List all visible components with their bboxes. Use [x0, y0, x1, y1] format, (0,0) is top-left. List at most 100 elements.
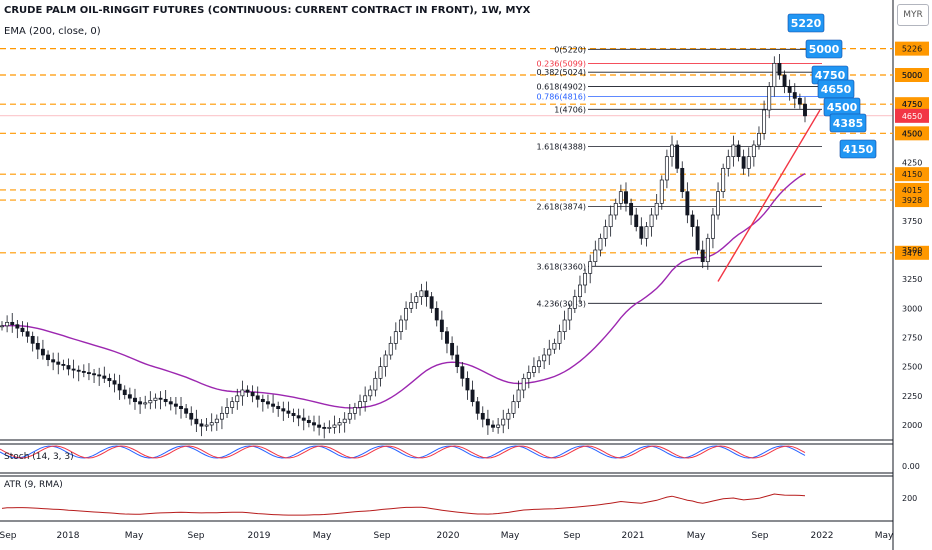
candle-body[interactable]: [537, 360, 541, 368]
atr-line[interactable]: [1, 493, 806, 516]
candle-body[interactable]: [680, 167, 685, 193]
candle-body[interactable]: [117, 383, 122, 391]
candle-body[interactable]: [107, 377, 112, 382]
candle-body[interactable]: [102, 375, 107, 379]
candle-body[interactable]: [593, 249, 598, 263]
candle-body[interactable]: [547, 348, 552, 356]
candle-body[interactable]: [358, 401, 362, 408]
candle-body[interactable]: [414, 296, 419, 303]
candle-body[interactable]: [332, 424, 337, 428]
ema-path[interactable]: [1, 172, 806, 409]
candle-body[interactable]: [629, 202, 634, 216]
candle-body[interactable]: [363, 395, 368, 403]
candle-body[interactable]: [271, 403, 276, 407]
candle-body[interactable]: [644, 226, 649, 239]
candle-body[interactable]: [56, 361, 61, 365]
candle-body[interactable]: [245, 389, 250, 393]
candle-body[interactable]: [700, 249, 705, 263]
candle-body[interactable]: [649, 214, 654, 228]
trend-line-path[interactable]: [717, 109, 821, 282]
currency-button[interactable]: MYR: [897, 4, 929, 26]
candle-body[interactable]: [695, 226, 700, 251]
candle-body[interactable]: [572, 296, 577, 309]
candle-body[interactable]: [291, 412, 296, 417]
candle-body[interactable]: [634, 214, 639, 228]
candle-body[interactable]: [501, 418, 506, 426]
candle-body[interactable]: [639, 226, 644, 239]
candle-body[interactable]: [189, 412, 194, 420]
ema-line[interactable]: [1, 172, 806, 409]
candle-body[interactable]: [10, 321, 15, 326]
candle-body[interactable]: [209, 422, 214, 426]
candles[interactable]: [0, 54, 807, 439]
candle-body[interactable]: [506, 412, 511, 420]
candle-body[interactable]: [782, 74, 787, 88]
candle-body[interactable]: [276, 405, 281, 410]
candle-body[interactable]: [772, 62, 777, 88]
candle-body[interactable]: [153, 397, 158, 401]
candle-body[interactable]: [767, 86, 772, 111]
candle-body[interactable]: [562, 319, 567, 333]
candle-body[interactable]: [787, 86, 792, 93]
candle-body[interactable]: [613, 202, 618, 216]
candle-body[interactable]: [470, 389, 475, 403]
candle-body[interactable]: [803, 103, 807, 117]
candle-body[interactable]: [777, 62, 782, 76]
candle-body[interactable]: [317, 424, 322, 428]
candle-body[interactable]: [736, 144, 741, 158]
stoch-d-line[interactable]: [0, 445, 806, 459]
stoch-pane[interactable]: [0, 445, 806, 459]
fibonacci-levels[interactable]: 0(5220) 0.236(5099)0.382(5024) 0.618(4902)…: [536, 45, 822, 308]
candle-body[interactable]: [35, 342, 40, 350]
candle-body[interactable]: [465, 377, 470, 391]
candle-body[interactable]: [685, 191, 690, 216]
candle-body[interactable]: [705, 237, 710, 263]
candle-body[interactable]: [439, 319, 444, 333]
candle-body[interactable]: [51, 359, 56, 363]
candle-body[interactable]: [603, 226, 608, 239]
candle-body[interactable]: [184, 408, 189, 414]
candle-body[interactable]: [337, 422, 342, 426]
candle-body[interactable]: [664, 156, 669, 181]
candle-body[interactable]: [526, 372, 531, 379]
candle-body[interactable]: [347, 412, 352, 420]
candle-body[interactable]: [15, 324, 20, 329]
candle-body[interactable]: [286, 410, 291, 414]
candle-body[interactable]: [281, 408, 286, 412]
candle-body[interactable]: [608, 214, 613, 228]
candle-body[interactable]: [368, 389, 373, 397]
candle-body[interactable]: [5, 321, 10, 327]
candle-body[interactable]: [762, 109, 767, 134]
candle-body[interactable]: [199, 423, 204, 427]
candle-body[interactable]: [342, 418, 347, 424]
candle-body[interactable]: [86, 372, 91, 375]
candle-body[interactable]: [455, 354, 460, 368]
atr-pane[interactable]: [1, 493, 806, 516]
stoch-k-line[interactable]: [0, 445, 806, 459]
candle-body[interactable]: [92, 373, 97, 376]
candle-body[interactable]: [127, 394, 132, 399]
candle-body[interactable]: [378, 366, 383, 379]
candle-body[interactable]: [731, 144, 736, 158]
candle-body[interactable]: [751, 144, 756, 158]
candle-body[interactable]: [148, 400, 153, 404]
candle-body[interactable]: [491, 424, 495, 428]
trend-line[interactable]: [717, 109, 821, 282]
candle-body[interactable]: [690, 214, 695, 228]
candle-body[interactable]: [521, 377, 526, 391]
candle-body[interactable]: [516, 389, 521, 403]
candle-body[interactable]: [138, 401, 143, 405]
candle-body[interactable]: [66, 365, 71, 370]
candle-body[interactable]: [460, 366, 465, 379]
candle-body[interactable]: [312, 422, 316, 426]
candle-body[interactable]: [168, 401, 173, 405]
candle-body[interactable]: [122, 389, 127, 396]
candle-body[interactable]: [434, 307, 439, 321]
candle-body[interactable]: [618, 191, 623, 204]
candle-body[interactable]: [306, 419, 311, 424]
candle-body[interactable]: [404, 307, 409, 321]
time-axis[interactable]: Sep 2018 May Sep 2019 May Sep 2020 May Sep 2021 May…: [0, 531, 894, 541]
candle-body[interactable]: [97, 374, 102, 377]
candle-body[interactable]: [373, 377, 378, 391]
candle-body[interactable]: [327, 426, 332, 429]
